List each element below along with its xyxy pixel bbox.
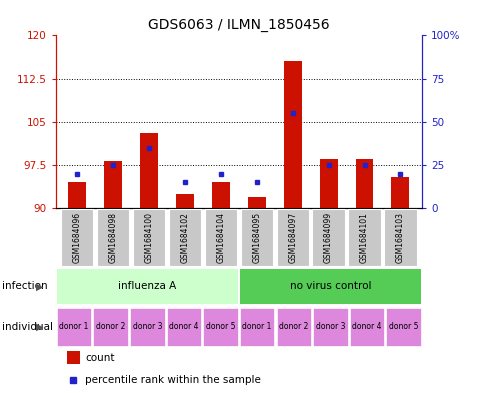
Bar [239,269,420,304]
Bar [240,308,274,346]
Bar [386,308,420,346]
Bar [168,209,201,266]
Bar [313,308,347,346]
Text: donor 2: donor 2 [96,322,125,331]
Text: GSM1684102: GSM1684102 [180,212,189,263]
Bar [355,159,373,208]
Text: infection: infection [2,281,48,292]
Text: GSM1684095: GSM1684095 [252,212,261,263]
Bar [391,176,408,208]
Text: GSM1684104: GSM1684104 [216,212,225,263]
Text: ▶: ▶ [36,281,44,292]
Bar [319,159,337,208]
Text: donor 3: donor 3 [132,322,162,331]
Text: donor 2: donor 2 [278,322,308,331]
Text: influenza A: influenza A [118,281,176,292]
Text: donor 3: donor 3 [315,322,345,331]
Bar [276,308,310,346]
Bar [203,308,237,346]
Text: percentile rank within the sample: percentile rank within the sample [85,375,260,385]
Text: individual: individual [2,322,53,332]
Bar [247,197,265,208]
Bar [204,209,237,266]
Bar [349,308,383,346]
Text: no virus control: no virus control [289,281,370,292]
Text: GSM1684101: GSM1684101 [359,212,368,263]
Bar [97,209,129,266]
Bar [57,308,91,346]
Text: donor 1: donor 1 [59,322,89,331]
Text: count: count [85,353,114,363]
Bar [68,182,86,208]
Text: ▶: ▶ [36,322,44,332]
Bar [61,209,93,266]
Title: GDS6063 / ILMN_1850456: GDS6063 / ILMN_1850456 [148,18,329,31]
Text: GSM1684099: GSM1684099 [323,212,333,263]
Text: donor 4: donor 4 [169,322,198,331]
Bar [133,209,165,266]
Text: donor 5: donor 5 [205,322,235,331]
Bar [176,194,194,208]
Bar [240,209,272,266]
Bar [140,133,158,208]
Text: donor 1: donor 1 [242,322,272,331]
Bar [67,351,79,364]
Bar [312,209,344,266]
Bar [383,209,416,266]
Bar [348,209,380,266]
Bar [212,182,229,208]
Text: GSM1684100: GSM1684100 [144,212,153,263]
Bar [57,269,238,304]
Bar [130,308,164,346]
Text: GSM1684096: GSM1684096 [73,212,82,263]
Text: donor 4: donor 4 [351,322,381,331]
Bar [166,308,201,346]
Bar [283,61,301,208]
Bar [276,209,308,266]
Text: GSM1684097: GSM1684097 [287,212,297,263]
Bar [104,161,122,208]
Text: donor 5: donor 5 [388,322,418,331]
Text: GSM1684098: GSM1684098 [108,212,118,263]
Text: GSM1684103: GSM1684103 [395,212,404,263]
Bar [93,308,128,346]
